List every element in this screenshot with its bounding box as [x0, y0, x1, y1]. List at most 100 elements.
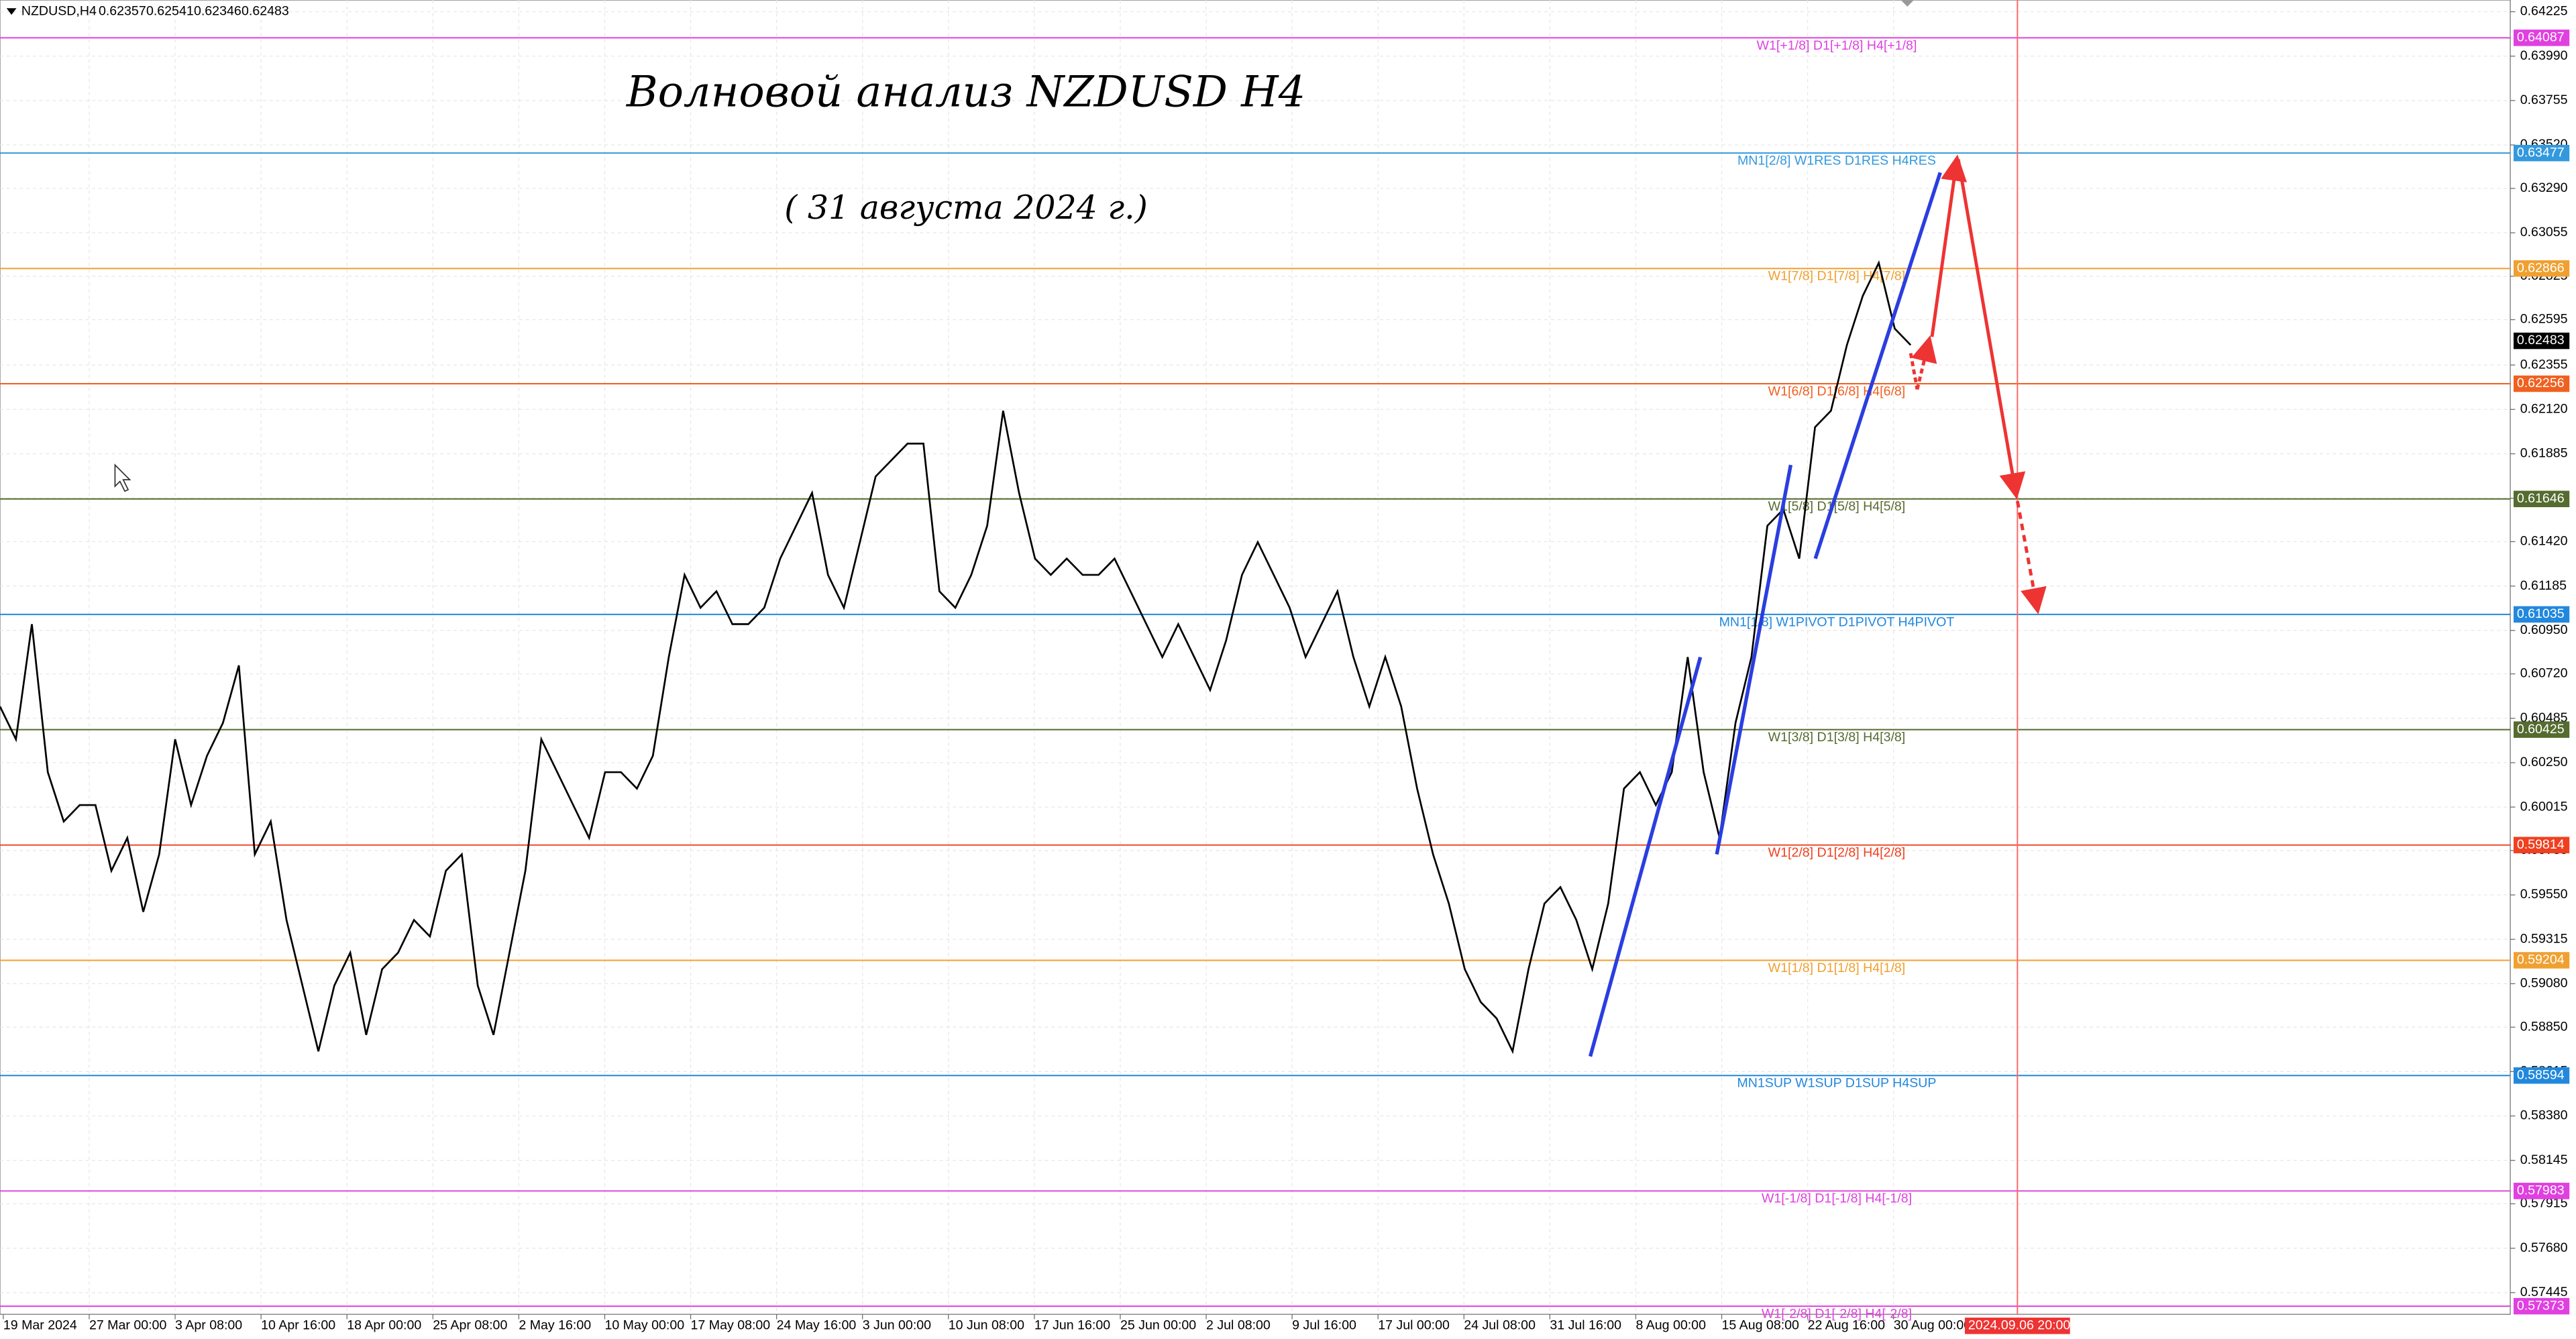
- level-label: MN1[1/8] W1PIVOT D1PIVOT H4PIVOT: [1719, 614, 1955, 629]
- x-tick-label: 24 May 16:00: [777, 1318, 857, 1333]
- y-tick-label: 0.63755: [2520, 93, 2568, 107]
- x-tick-label: 10 Jun 08:00: [949, 1318, 1024, 1333]
- wave-lines: [1589, 172, 1942, 1057]
- grid: [0, 0, 2511, 1315]
- y-tick-label: 0.57445: [2520, 1285, 2568, 1299]
- y-tick-label: 0.61885: [2520, 446, 2568, 461]
- y-tick-label: 0.57680: [2520, 1240, 2568, 1255]
- price-tag-box: [2513, 1183, 2570, 1199]
- x-tick-label: 17 Jul 00:00: [1378, 1318, 1450, 1333]
- price-tag-box: [2513, 1297, 2570, 1315]
- forecast-arrow: [1956, 159, 2026, 500]
- symbol: NZDUSD,H4: [21, 3, 97, 18]
- price-tag-box: [2513, 260, 2570, 277]
- y-tick-label: 0.64225: [2520, 4, 2568, 19]
- x-tick-label: 10 May 00:00: [604, 1318, 684, 1333]
- x-tick-label: 19 Mar 2024: [3, 1318, 77, 1333]
- price-tag: 0.57373: [2517, 1298, 2565, 1313]
- x-tick-label: 9 Jul 16:00: [1292, 1318, 1356, 1333]
- level-label: W1[1/8] D1[1/8] H4[1/8]: [1768, 961, 1906, 975]
- level-label: W1[-2/8] D1[-2/8] H4[-2/8]: [1762, 1307, 1912, 1322]
- price-tag: 0.63477: [2517, 145, 2565, 160]
- price-tag: 0.58594: [2517, 1067, 2565, 1082]
- price-tag-box: [2513, 952, 2570, 969]
- y-tick-label: 0.59315: [2520, 931, 2568, 946]
- x-tick-label: 18 Apr 00:00: [347, 1318, 421, 1333]
- price-tag-box: [2513, 1067, 2570, 1084]
- symbol-icon: [6, 8, 17, 15]
- price-tag: 0.59814: [2517, 837, 2565, 852]
- x-tick-label: 3 Apr 08:00: [175, 1318, 242, 1333]
- level-label: W1[+1/8] D1[+1/8] H4[+1/8]: [1757, 38, 1917, 53]
- end-marker: 2024.09.06 20:00: [1968, 1318, 2071, 1333]
- x-tick-label: 24 Jul 08:00: [1464, 1318, 1536, 1333]
- price-tag: 0.61646: [2517, 491, 2565, 506]
- y-tick-label: 0.61420: [2520, 534, 2568, 549]
- x-tick-label: 15 Aug 08:00: [1722, 1318, 1800, 1333]
- chart-subtitle: ( 31 августа 2024 г.): [784, 189, 1148, 227]
- y-tick-label: 0.58850: [2520, 1019, 2568, 1034]
- price-tag: 0.62866: [2517, 260, 2565, 275]
- x-tick-label: 2 May 16:00: [519, 1318, 591, 1333]
- x-tick-label: 31 Jul 16:00: [1550, 1318, 1621, 1333]
- price-tag-box: [2513, 375, 2570, 392]
- y-tick-label: 0.60015: [2520, 799, 2568, 814]
- chart-title: Волновой анализ NZDUSD H4: [626, 68, 1305, 117]
- y-tick-label: 0.59080: [2520, 976, 2568, 991]
- levels: W1[+1/8] D1[+1/8] H4[+1/8] MN1[2/8] W1RES…: [0, 37, 2511, 1322]
- price-tag: 0.62256: [2517, 376, 2565, 390]
- price-tag: 0.61035: [2517, 606, 2565, 621]
- x-tick-label: 8 Aug 00:00: [1635, 1318, 1706, 1333]
- y-tick-label: 0.58380: [2520, 1108, 2568, 1123]
- x-tick-label: 25 Apr 08:00: [433, 1318, 507, 1333]
- level-label: W1[2/8] D1[2/8] H4[2/8]: [1768, 845, 1906, 860]
- price: [0, 260, 1912, 1055]
- x-tick-label: 25 Jun 00:00: [1120, 1318, 1196, 1333]
- level-label: MN1[2/8] W1RES D1RES H4RES: [1737, 154, 1936, 168]
- y-tick-label: 0.63290: [2520, 180, 2568, 195]
- price-tag-box: [2513, 144, 2570, 162]
- price-tag-box: [2513, 332, 2570, 350]
- x-tick-label: 3 Jun 00:00: [863, 1318, 931, 1333]
- level-label: W1[-1/8] D1[-1/8] H4[-1/8]: [1762, 1191, 1912, 1206]
- y-tick-label: 0.63990: [2520, 48, 2568, 63]
- ohlc: 0.62541: [146, 3, 194, 18]
- price-line: [0, 260, 1912, 1055]
- x-tick-label: 10 Apr 16:00: [261, 1318, 335, 1333]
- x-tick-label: 17 Jun 16:00: [1034, 1318, 1110, 1333]
- forecast: [1909, 154, 2047, 614]
- forecast-arrow: [1909, 353, 1919, 390]
- level-label: W1[7/8] D1[7/8] H4[7/8]: [1768, 269, 1906, 284]
- wave-line: [1813, 172, 1942, 559]
- price-tag-box: [2513, 490, 2570, 508]
- x-tick-label: 17 May 08:00: [691, 1318, 771, 1333]
- price-tag-box: [2513, 721, 2570, 738]
- y-tick-label: 0.60250: [2520, 755, 2568, 769]
- price-tag-box: [2513, 606, 2570, 623]
- y-tick-label: 0.60720: [2520, 666, 2568, 681]
- x-tick-label: 30 Aug 00:00: [1894, 1318, 1972, 1333]
- y-tick-label: 0.62120: [2520, 401, 2568, 416]
- price-tag-box: [2513, 30, 2570, 46]
- x-tick-label: 2 Jul 08:00: [1206, 1318, 1271, 1333]
- scroll-marker: [1900, 0, 1915, 7]
- price-tag: 0.64087: [2517, 30, 2565, 45]
- y-tick-label: 0.61185: [2520, 578, 2567, 593]
- plot-area: [0, 0, 2511, 1315]
- level-label: W1[5/8] D1[5/8] H4[5/8]: [1768, 499, 1906, 514]
- wave-line: [1715, 464, 1793, 855]
- ohlc: 0.62483: [241, 3, 289, 18]
- level-label: MN1SUP W1SUP D1SUP H4SUP: [1737, 1076, 1936, 1091]
- price-tag-box: [2513, 837, 2570, 853]
- end-marker-box: [1964, 1318, 2070, 1334]
- x-tick-label: 22 Aug 16:00: [1808, 1318, 1886, 1333]
- price-tag: 0.57983: [2517, 1183, 2565, 1198]
- y-tick-label: 0.59550: [2520, 887, 2568, 902]
- x-tick-label: 27 Mar 00:00: [89, 1318, 166, 1333]
- y-tick-label: 0.62355: [2520, 357, 2568, 372]
- level-label: W1[3/8] D1[3/8] H4[3/8]: [1768, 730, 1906, 745]
- y-tick-label: 0.58145: [2520, 1153, 2568, 1167]
- forecast-arrow: [1930, 154, 1968, 337]
- current-price: 0.62483: [2517, 333, 2565, 347]
